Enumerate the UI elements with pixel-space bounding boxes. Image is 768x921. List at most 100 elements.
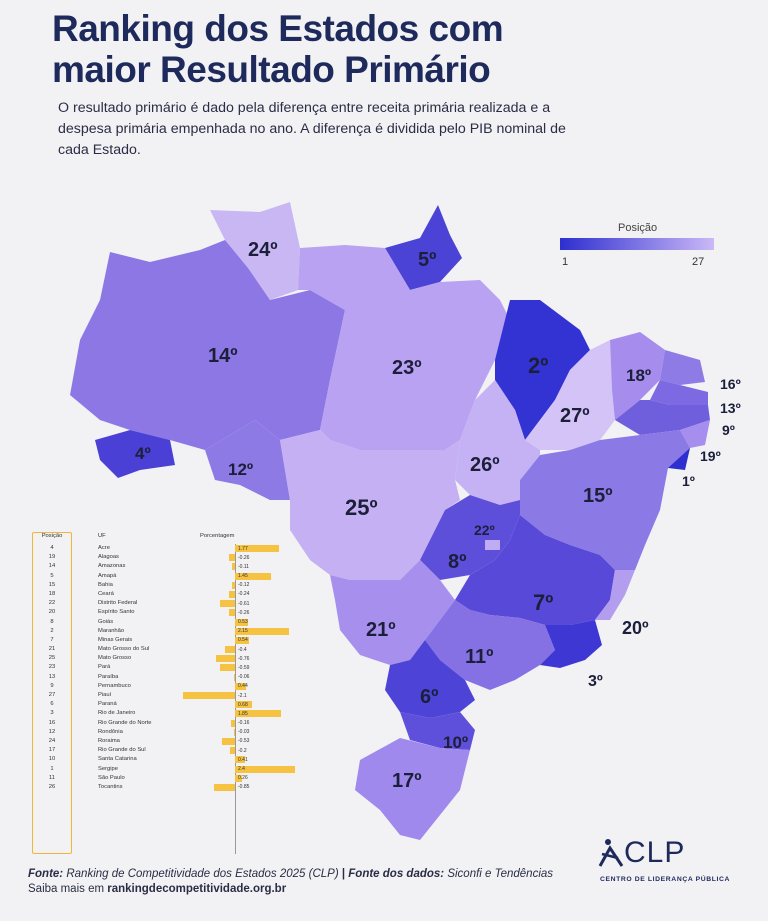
row-position: 13 [48, 673, 56, 680]
table-row: 27 Piauí -2.1 [32, 691, 290, 700]
row-position: 6 [50, 701, 54, 708]
row-position: 23 [48, 664, 56, 671]
row-uf: Goiás [98, 618, 114, 625]
row-uf: Ceará [98, 590, 114, 597]
state-AC [95, 430, 175, 478]
row-value: 1.45 [238, 573, 248, 580]
row-value: 0.54 [238, 637, 248, 644]
row-uf: Alagoas [98, 554, 119, 561]
legend-max: 27 [692, 256, 705, 268]
row-position: 1 [50, 765, 54, 772]
table-row: 8 Goiás 0.53 [32, 618, 290, 627]
row-uf: Mato Grosso [98, 655, 132, 662]
row-value: -0.24 [238, 591, 250, 598]
table-rows: 4 Acre 1.77 19 Alagoas -0.26 14 Amazonas -0.11 5 A… [32, 544, 295, 792]
map-label-MS: 21º [366, 619, 396, 641]
state-RN [660, 350, 705, 385]
map-label-CE: 18º [626, 366, 651, 385]
row-position: 5 [50, 572, 54, 579]
row-position: 15 [48, 581, 56, 588]
state-PE [615, 400, 710, 435]
map-label-AC: 4º [135, 444, 151, 463]
row-position: 18 [48, 590, 56, 597]
row-value: 0.53 [238, 619, 248, 625]
header-position: Posição [41, 533, 63, 539]
map-label-BA: 15º [583, 485, 613, 507]
row-uf: Paraíba [98, 673, 119, 680]
row-uf: Rio de Janeiro [98, 710, 136, 717]
map-label-TO: 26º [470, 454, 500, 476]
learn-more-link[interactable]: rankingdecompetitividade.org.br [107, 883, 287, 895]
row-value: -0.85 [238, 784, 250, 791]
row-uf: Paraná [98, 701, 117, 708]
legend-color-bar [560, 238, 714, 250]
header-percentage: Porcentagem [200, 533, 235, 539]
row-uf: Tocantins [98, 783, 123, 790]
row-uf: Rio Grande do Norte [98, 719, 152, 726]
state-MG [455, 515, 615, 625]
map-label-MG: 7º [533, 590, 553, 615]
table-row: 7 Minas Gerais 0.54 [32, 636, 290, 645]
page-title: Ranking dos Estados com maior Resultado … [52, 8, 504, 90]
state-RS [355, 738, 470, 840]
state-TO [455, 380, 540, 505]
map-label-PB: 13º [720, 400, 741, 416]
row-bar [221, 737, 235, 745]
map-label-SP: 11º [465, 646, 493, 668]
state-MS [330, 560, 455, 665]
bar-zero-axis [235, 544, 236, 854]
row-bar [213, 783, 235, 791]
row-bar [232, 581, 235, 589]
row-position: 22 [48, 600, 56, 607]
row-value: -2.1 [238, 692, 247, 699]
row-bar [228, 554, 235, 562]
row-value: -0.26 [238, 609, 250, 616]
row-uf: Acre [98, 545, 110, 551]
row-value: -0.53 [238, 738, 250, 745]
row-value: 2.15 [238, 628, 248, 635]
map-label-DF: 22º [474, 522, 495, 538]
row-bar [235, 765, 295, 773]
state-MT [280, 430, 460, 580]
state-PI [525, 340, 615, 450]
row-position: 27 [48, 692, 56, 698]
row-position: 2 [50, 627, 54, 634]
table-row: 16 Rio Grande do Norte -0.16 [32, 719, 290, 728]
row-uf: Bahia [98, 581, 113, 588]
row-position: 10 [48, 756, 56, 763]
row-value: 1.77 [238, 545, 248, 552]
map-label-AP: 5º [418, 249, 436, 271]
table-row: 12 Rondônia -0.03 [32, 728, 290, 737]
table-row: 9 Pernambuco 0.44 [32, 682, 290, 691]
map-label-PE: 9º [722, 422, 735, 438]
row-value: 1.85 [238, 710, 248, 717]
row-value: 0.26 [238, 775, 248, 782]
row-bar [235, 572, 272, 580]
row-bar [219, 600, 235, 608]
map-label-PA: 23º [392, 357, 422, 379]
state-RR [210, 202, 300, 300]
clp-logo: CLP CENTRO DE LIDERANÇA PÚBLICA [596, 836, 736, 888]
ranking-table: Posição UF Porcentagem 4 Acre 1.77 19 Alagoa… [32, 532, 295, 854]
row-value: -0.06 [238, 674, 250, 681]
row-position: 26 [48, 783, 56, 790]
row-bar [235, 756, 246, 764]
state-AP [385, 205, 462, 290]
table-row: 26 Tocantins -0.85 [32, 783, 290, 792]
table-row: 2 Maranhão 2.15 [32, 627, 290, 636]
row-value: -0.26 [238, 554, 250, 561]
state-BA [520, 430, 690, 570]
row-bar [235, 627, 289, 635]
map-label-SC: 10º [443, 733, 468, 752]
row-bar [232, 563, 235, 571]
state-PR [385, 640, 475, 718]
row-position: 16 [48, 719, 56, 726]
row-position: 21 [48, 646, 56, 653]
table-row: 19 Alagoas -0.26 [32, 553, 290, 562]
row-bar [235, 682, 246, 690]
table-row: 17 Rio Grande do Sul -0.2 [32, 746, 290, 755]
row-value: -0.2 [238, 747, 247, 754]
row-value: -0.16 [238, 720, 250, 727]
row-bar [235, 774, 242, 782]
map-label-PI: 27º [560, 405, 590, 427]
